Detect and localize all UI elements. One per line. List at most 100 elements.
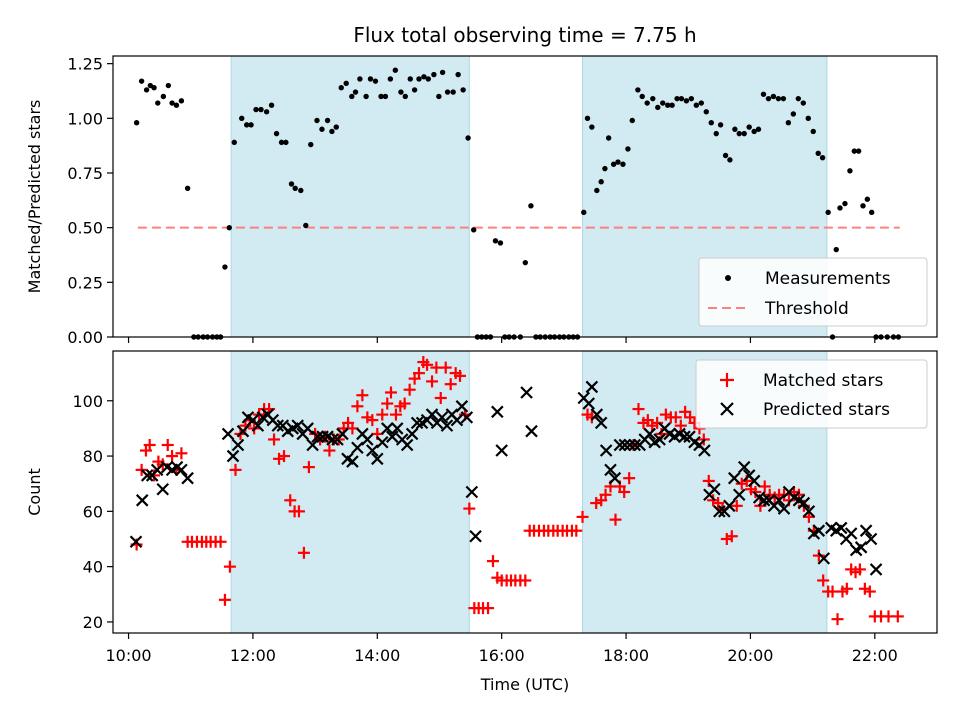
predicted-point: [864, 532, 878, 546]
bottom-panel-frame: [112, 350, 938, 634]
predicted-point: [346, 455, 359, 468]
predicted-point: [723, 499, 736, 513]
predicted-point: [495, 444, 508, 457]
bottom-panel: 20 40 60 80 100 10:00 12:00 14:00 16:00 18:00 20:…: [25, 350, 938, 694]
measurement-point: [292, 185, 298, 191]
measurement-point: [755, 126, 762, 132]
measurement-point: [625, 146, 631, 152]
measurement-point: [465, 135, 471, 141]
matched-point: [218, 593, 231, 606]
matched-point: [749, 486, 762, 498]
measurement-point: [708, 119, 714, 126]
x-tick-label: 22:00: [852, 646, 898, 665]
measurements-legend-marker: [725, 275, 731, 281]
measurement-point: [713, 130, 719, 137]
predicted-point: [713, 505, 726, 518]
measurement-point: [805, 115, 811, 122]
measurement-point: [253, 106, 259, 113]
measurement-point: [864, 196, 871, 202]
matched-point: [175, 447, 188, 460]
matched-point: [268, 433, 281, 446]
measurement-point: [751, 128, 757, 135]
measurement-point: [444, 89, 451, 95]
measurement-point: [693, 102, 700, 108]
matched-point: [412, 367, 425, 380]
predicted-stars-series: [129, 380, 883, 576]
measurement-point: [398, 89, 404, 95]
matched-point: [853, 563, 866, 576]
measurement-point: [732, 126, 738, 132]
matched-point: [297, 546, 310, 559]
matched-point: [463, 502, 476, 515]
y-tick-label: 20: [83, 613, 103, 632]
measurement-point: [151, 85, 157, 91]
measurement-point: [775, 95, 782, 102]
predicted-point: [604, 463, 617, 477]
measurement-point: [620, 161, 626, 167]
measurement-point: [497, 240, 504, 246]
matched-point: [302, 461, 315, 474]
matched-point: [323, 444, 336, 457]
predicted-point: [311, 430, 324, 443]
bottom-x-axis: 10:00 12:00 14:00 16:00 18:00 20:00 22:00: [105, 633, 898, 665]
measurement-point: [352, 89, 359, 95]
measurement-point: [160, 93, 167, 100]
top-panel: 0.00 0.25 0.50 0.75 1.00 1.25 Matched/Predict…: [25, 55, 938, 347]
measurement-point: [308, 141, 314, 148]
measurement-point: [319, 126, 325, 132]
measurement-point: [605, 135, 612, 141]
matched-point: [439, 361, 452, 374]
measurement-point: [598, 179, 604, 185]
matched-point: [609, 513, 622, 526]
measurement-point: [367, 76, 374, 82]
x-tick-label: 12:00: [230, 646, 276, 665]
matched-point: [356, 389, 369, 402]
measurement-point: [594, 187, 600, 194]
top-y-axis: 0.00 0.25 0.50 0.75 1.00 1.25: [67, 55, 113, 347]
matched-point: [381, 397, 394, 410]
measurement-point: [610, 161, 617, 167]
measurement-point: [655, 104, 661, 111]
predicted-point: [351, 441, 364, 455]
measurement-point: [239, 115, 245, 122]
predicted-legend-marker: [720, 402, 734, 416]
measurement-point: [169, 100, 175, 106]
measurement-point: [455, 71, 461, 78]
measurement-point: [639, 93, 645, 100]
measurement-point: [629, 117, 635, 124]
predicted-point: [271, 419, 285, 432]
predicted-point: [812, 524, 826, 537]
measurement-point: [790, 111, 797, 117]
measurement-point: [770, 93, 777, 100]
measurement-point: [278, 139, 285, 146]
bottom-legend: Matched stars Predicted stars: [695, 359, 928, 429]
matched-point: [674, 419, 687, 432]
predicted-point: [618, 438, 632, 452]
measurement-point: [470, 227, 477, 233]
predicted-point: [732, 488, 746, 502]
predicted-point: [150, 463, 164, 477]
matched-point: [376, 408, 389, 421]
matched-point: [486, 555, 499, 568]
predicted-point: [306, 438, 319, 452]
measurement-point: [678, 95, 685, 102]
predicted-point: [757, 494, 771, 507]
predicted-point: [747, 474, 761, 488]
measurement-point: [138, 78, 145, 84]
predicted-point: [613, 438, 627, 452]
y-tick-label: 0.50: [67, 219, 103, 238]
measurement-point: [825, 209, 831, 216]
y-tick-label: 80: [83, 447, 103, 466]
predicted-point: [608, 471, 622, 485]
matched-point: [161, 439, 174, 451]
measurement-point: [283, 139, 289, 146]
measurement-point: [263, 109, 270, 115]
measurement-point: [847, 168, 853, 174]
predicted-point: [361, 433, 374, 446]
measurement-point: [800, 100, 806, 106]
predicted-point: [135, 494, 149, 507]
matched-point: [576, 510, 589, 523]
top-y-axis-label: Matched/Predicted stars: [25, 100, 44, 294]
measurement-point: [421, 74, 427, 80]
